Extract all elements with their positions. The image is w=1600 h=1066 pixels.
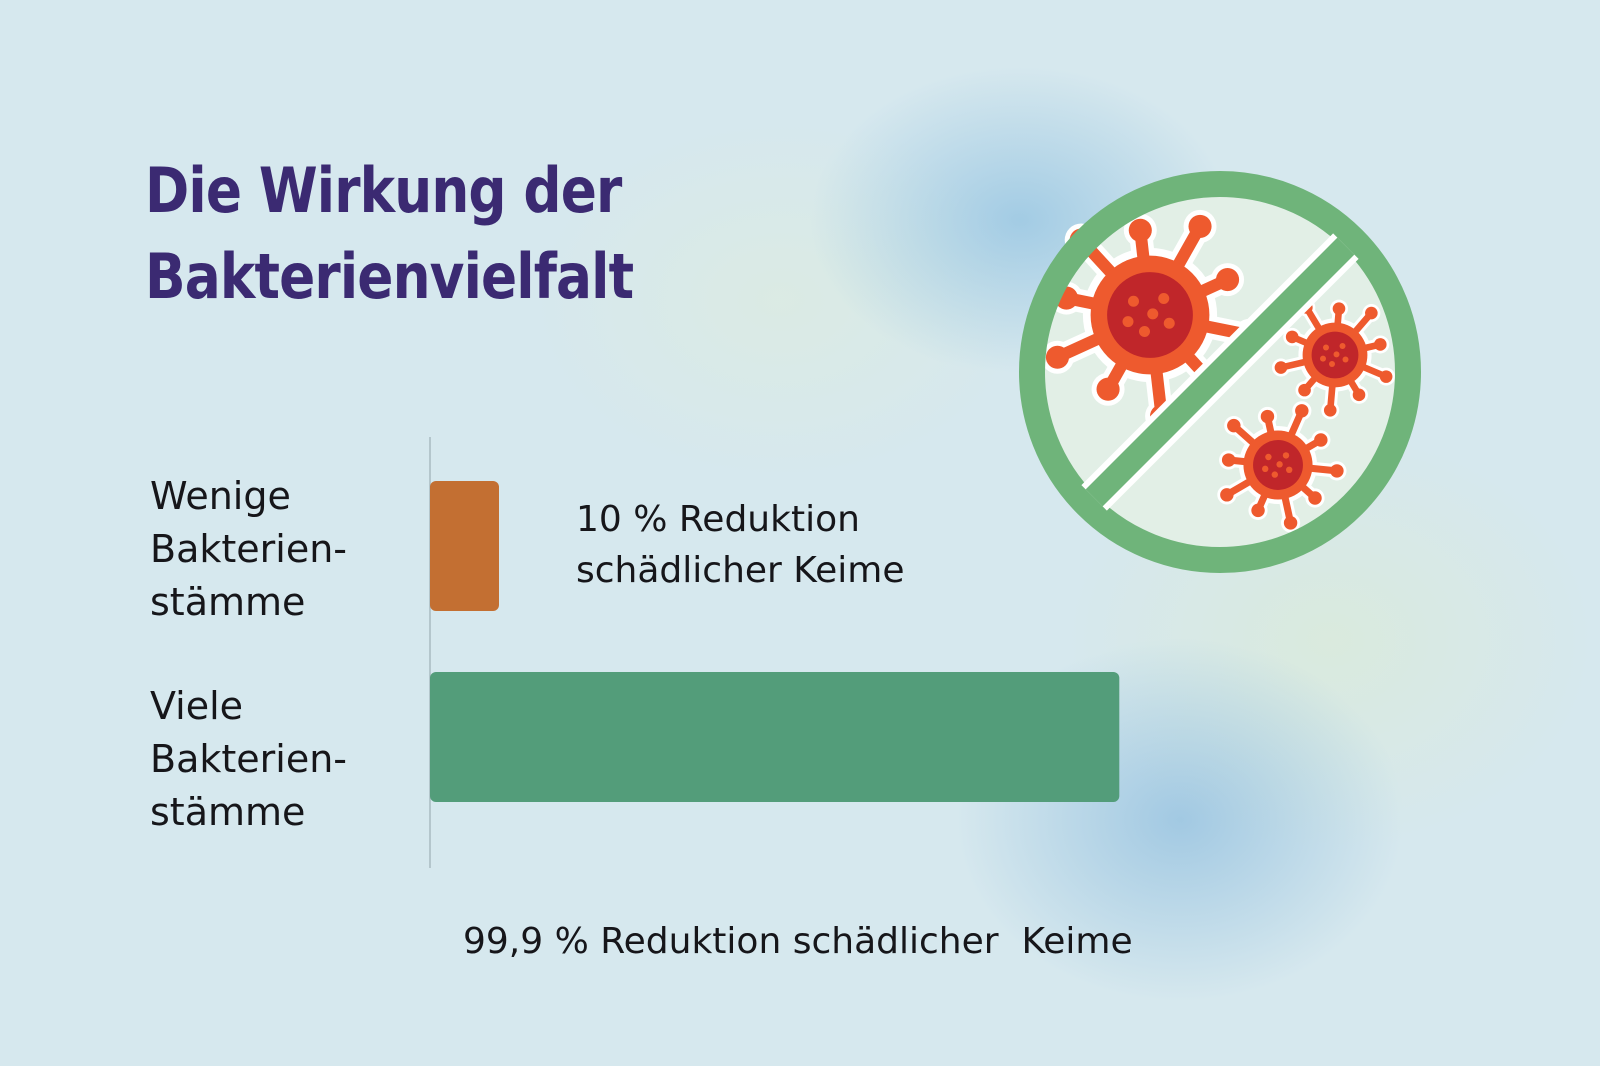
category-label-many-line-2: Bakterien- [150,737,347,781]
category-label-few-line-3: stämme [150,580,306,624]
category-label-many: Viele Bakterien- stämme [150,680,347,839]
sign-slash [1085,237,1355,507]
chart-title: Die Wirkung der Bakterienvielfalt [145,148,634,320]
value-label-few-line-1: 10 % Reduktion [576,499,860,540]
category-label-few-line-2: Bakterien- [150,527,347,571]
value-label-few-line-2: schädlicher Keime [576,550,905,591]
category-label-many-line-3: stämme [150,790,306,834]
title-line-2: Bakterienvielfalt [145,240,634,313]
category-label-few: Wenige Bakterien- stämme [150,470,347,629]
sign-ring [1019,171,1421,573]
value-label-many-line-1: 99,9 % Reduktion schädlicher Keime [463,921,1133,962]
title-line-1: Die Wirkung der [145,154,622,227]
virus-small-right [1271,298,1396,420]
bar-many-strains [430,672,1120,802]
value-label-many: 99,9 % Reduktion schädlicher Keime [463,814,1133,1018]
category-label-many-line-1: Viele [150,684,244,728]
virus-small-bottom [1217,401,1347,533]
no-bacteria-prohibition-icon [1019,171,1421,573]
category-label-few-line-1: Wenige [150,474,291,518]
value-label-few: 10 % Reduktion schädlicher Keime [576,494,904,596]
bar-few-strains [430,481,499,611]
